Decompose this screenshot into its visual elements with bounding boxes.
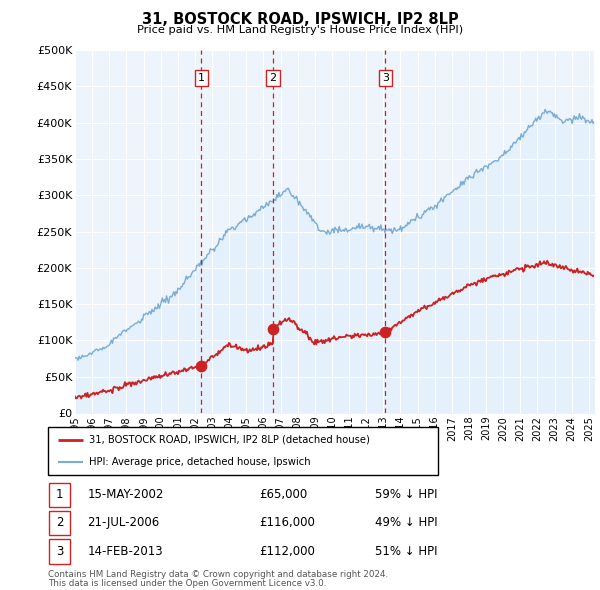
Text: 49% ↓ HPI: 49% ↓ HPI — [376, 516, 438, 529]
Text: 1: 1 — [56, 489, 64, 502]
Text: 2: 2 — [56, 516, 64, 529]
FancyBboxPatch shape — [49, 510, 70, 535]
FancyBboxPatch shape — [48, 427, 438, 475]
Text: 3: 3 — [382, 73, 389, 83]
Text: 1: 1 — [198, 73, 205, 83]
Text: This data is licensed under the Open Government Licence v3.0.: This data is licensed under the Open Gov… — [48, 579, 326, 588]
Text: 3: 3 — [56, 545, 64, 558]
Text: HPI: Average price, detached house, Ipswich: HPI: Average price, detached house, Ipsw… — [89, 457, 311, 467]
Text: Contains HM Land Registry data © Crown copyright and database right 2024.: Contains HM Land Registry data © Crown c… — [48, 570, 388, 579]
FancyBboxPatch shape — [49, 539, 70, 564]
Text: 2: 2 — [269, 73, 277, 83]
Text: £116,000: £116,000 — [259, 516, 315, 529]
Text: 15-MAY-2002: 15-MAY-2002 — [88, 489, 164, 502]
Text: £65,000: £65,000 — [259, 489, 307, 502]
Point — [196, 361, 206, 371]
Text: 59% ↓ HPI: 59% ↓ HPI — [376, 489, 438, 502]
FancyBboxPatch shape — [49, 483, 70, 507]
Text: 21-JUL-2006: 21-JUL-2006 — [88, 516, 160, 529]
Point — [380, 327, 390, 336]
Text: £112,000: £112,000 — [259, 545, 315, 558]
Text: Price paid vs. HM Land Registry's House Price Index (HPI): Price paid vs. HM Land Registry's House … — [137, 25, 463, 35]
Point — [268, 324, 278, 333]
Text: 31, BOSTOCK ROAD, IPSWICH, IP2 8LP (detached house): 31, BOSTOCK ROAD, IPSWICH, IP2 8LP (deta… — [89, 435, 370, 445]
Text: 51% ↓ HPI: 51% ↓ HPI — [376, 545, 438, 558]
Text: 14-FEB-2013: 14-FEB-2013 — [88, 545, 163, 558]
Text: 31, BOSTOCK ROAD, IPSWICH, IP2 8LP: 31, BOSTOCK ROAD, IPSWICH, IP2 8LP — [142, 12, 458, 27]
